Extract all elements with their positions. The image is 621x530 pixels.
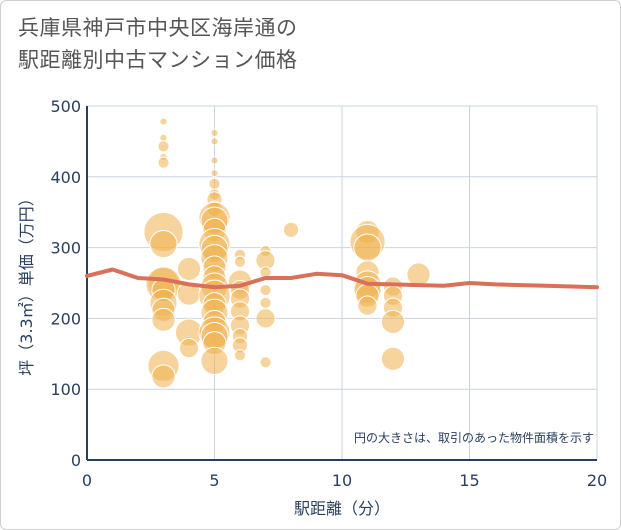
grid-lines: [86, 105, 598, 461]
x-tick-label: 5: [209, 471, 219, 490]
y-tick-label: 200: [50, 309, 81, 328]
data-bubble: [282, 221, 300, 238]
y-tick-label: 500: [50, 97, 81, 116]
trend-line-layer: [85, 267, 599, 290]
data-bubble: [200, 346, 229, 375]
data-bubble: [178, 338, 200, 359]
chart-title-line1: 兵庫県神戸市中央区海岸通の: [18, 16, 298, 40]
data-bubble: [210, 156, 219, 165]
y-tick-label: 300: [50, 239, 81, 258]
data-bubble: [233, 349, 247, 362]
y-tick-labels: 0 100 200 300 400 500: [50, 97, 81, 470]
average-price-line: [85, 267, 599, 290]
data-bubble: [176, 256, 202, 281]
data-bubble: [210, 169, 219, 178]
data-bubble: [208, 177, 221, 190]
data-bubble: [151, 364, 176, 389]
data-bubble: [380, 346, 406, 371]
x-tick-label: 10: [332, 471, 352, 490]
data-bubble: [157, 140, 170, 153]
x-tick-labels: 0 5 10 15 20: [82, 471, 607, 490]
chart-title: 兵庫県神戸市中央区海岸通の 駅距離別中古マンション価格: [18, 12, 298, 76]
y-tick-label: 400: [50, 168, 81, 187]
data-bubble: [259, 296, 272, 309]
data-bubble: [157, 156, 170, 169]
data-bubble: [259, 356, 272, 369]
data-bubble: [406, 262, 431, 287]
data-bubble: [380, 309, 406, 335]
x-tick-label: 20: [587, 471, 607, 490]
data-bubble: [353, 233, 382, 262]
y-tick-label: 100: [50, 380, 81, 399]
data-bubble: [210, 137, 219, 146]
data-bubble: [233, 255, 247, 268]
data-bubble: [149, 229, 178, 259]
bubble-size-note: 円の大きさは、取引のあった物件面積を示す: [354, 430, 594, 445]
x-tick-label: 15: [459, 471, 479, 490]
data-bubble: [255, 308, 276, 329]
y-axis-title: 坪（3.3㎡）単価（万円）: [17, 190, 36, 375]
chart-title-line2: 駅距離別中古マンション価格: [18, 48, 298, 72]
x-axis-title: 駅距離（分）: [294, 499, 390, 518]
y-tick-label: 0: [71, 451, 81, 470]
data-bubble: [259, 283, 272, 297]
data-bubble: [151, 307, 176, 332]
data-bubble: [159, 117, 168, 126]
x-tick-label: 0: [82, 471, 92, 490]
data-bubble: [357, 295, 378, 316]
data-bubble: [210, 128, 219, 138]
